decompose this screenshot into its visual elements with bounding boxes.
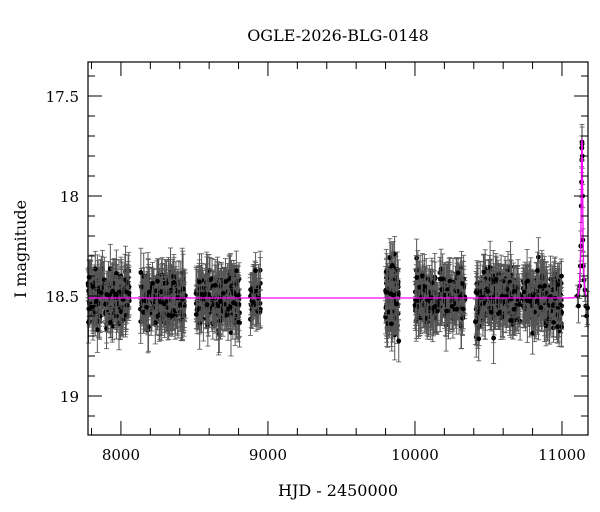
data-point <box>460 306 466 312</box>
data-point <box>255 308 261 314</box>
data-point <box>118 309 124 315</box>
data-point <box>414 275 420 280</box>
data-point <box>434 308 440 314</box>
data-point <box>146 324 151 330</box>
data-point <box>150 281 155 286</box>
data-point <box>455 270 461 276</box>
data-point <box>236 319 242 325</box>
data-point <box>177 301 183 307</box>
data-point <box>107 320 113 325</box>
data-point <box>194 307 200 313</box>
data-point <box>204 302 210 308</box>
data-point <box>93 298 99 304</box>
data-point <box>414 297 420 303</box>
data-point <box>412 302 418 308</box>
data-point <box>250 299 256 305</box>
data-point <box>180 286 186 292</box>
data-point <box>231 300 236 306</box>
data-point <box>231 291 237 297</box>
data-point <box>454 306 460 312</box>
data-point <box>441 292 447 298</box>
data-point <box>220 290 226 296</box>
y-axis-label: I magnitude <box>11 200 30 298</box>
data-point <box>387 255 393 261</box>
data-point <box>228 304 233 310</box>
chart-title: OGLE-2026-BLG-0148 <box>247 26 429 45</box>
data-point <box>94 327 100 333</box>
data-point <box>396 338 402 344</box>
data-point <box>90 284 96 289</box>
data-point <box>422 283 428 289</box>
data-point <box>86 306 92 312</box>
data-point <box>416 284 422 290</box>
data-point <box>113 291 119 297</box>
data-point <box>447 278 453 284</box>
data-point <box>212 282 218 288</box>
data-point <box>395 291 401 297</box>
data-point <box>389 263 395 268</box>
data-point <box>104 292 110 297</box>
data-point <box>98 290 103 295</box>
data-point <box>419 294 424 300</box>
data-point <box>155 278 160 284</box>
data-point <box>419 273 425 279</box>
data-point <box>101 277 107 283</box>
data-point <box>384 289 390 295</box>
data-point <box>429 280 435 286</box>
data-point <box>103 301 109 307</box>
data-point <box>197 279 202 285</box>
data-point <box>439 287 445 293</box>
data-point <box>233 268 239 274</box>
data-point <box>171 280 177 285</box>
data-point <box>432 304 438 309</box>
data-point <box>203 291 209 297</box>
data-point <box>150 300 156 306</box>
data-point <box>459 281 465 287</box>
data-points <box>85 123 591 364</box>
x-axis-label: HJD - 2450000 <box>278 481 398 500</box>
data-point <box>139 284 144 290</box>
data-point <box>440 276 446 282</box>
data-point <box>449 303 455 309</box>
data-point <box>161 301 167 307</box>
data-point <box>235 293 241 298</box>
data-point <box>198 291 204 297</box>
data-point <box>138 270 144 275</box>
data-point <box>92 266 98 272</box>
data-point <box>221 301 227 307</box>
data-point <box>193 312 199 317</box>
data-point <box>491 335 497 341</box>
data-point <box>389 321 394 327</box>
data-point <box>170 307 176 313</box>
data-point <box>125 280 131 285</box>
data-point <box>144 304 149 310</box>
data-point <box>166 312 172 318</box>
data-point <box>110 288 116 294</box>
data-point <box>223 279 228 284</box>
data-point <box>444 308 449 314</box>
data-point <box>253 268 258 273</box>
data-point <box>141 309 146 315</box>
data-point <box>146 289 152 295</box>
data-point <box>388 291 393 297</box>
data-point <box>393 301 399 307</box>
data-point <box>383 314 388 320</box>
data-point <box>218 299 223 304</box>
data-point <box>215 303 221 309</box>
data-point <box>460 315 465 321</box>
data-point <box>228 330 234 336</box>
data-point <box>385 321 391 326</box>
data-point <box>124 289 130 295</box>
